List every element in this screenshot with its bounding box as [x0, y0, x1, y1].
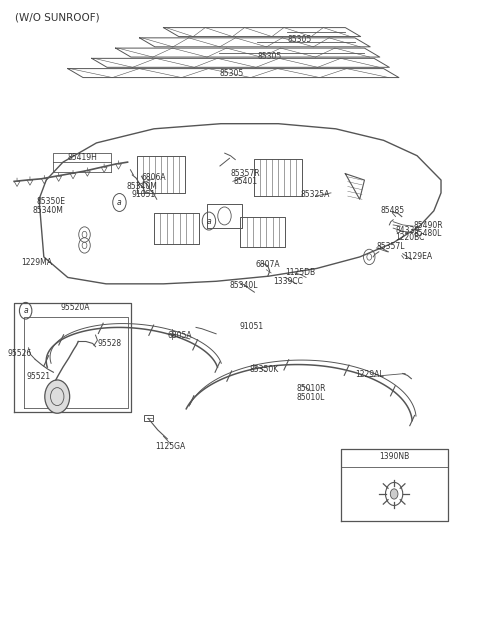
Text: 85305: 85305 [288, 35, 312, 44]
Text: 1339CC: 1339CC [273, 277, 303, 286]
Text: (W/O SUNROOF): (W/O SUNROOF) [15, 12, 100, 22]
Text: 85010L: 85010L [297, 393, 325, 402]
Text: 85340M: 85340M [32, 206, 63, 215]
Text: 1229AL: 1229AL [355, 370, 384, 379]
Text: 84339: 84339 [396, 225, 420, 234]
Text: 85401: 85401 [234, 177, 258, 186]
Text: 95528: 95528 [97, 339, 121, 348]
Text: 91051: 91051 [240, 322, 264, 331]
Text: 1125GA: 1125GA [156, 442, 186, 451]
Text: 91051: 91051 [132, 189, 156, 198]
Text: 85357R: 85357R [231, 169, 261, 178]
Text: 85357L: 85357L [376, 242, 405, 251]
Text: 85305: 85305 [219, 69, 244, 78]
Text: 6807A: 6807A [255, 260, 280, 269]
Circle shape [390, 489, 398, 499]
Text: 85480L: 85480L [413, 229, 442, 238]
Text: 95521: 95521 [26, 372, 50, 381]
Text: 6806A: 6806A [142, 173, 166, 182]
Circle shape [45, 380, 70, 413]
Text: 85485: 85485 [380, 206, 404, 215]
Text: a: a [24, 306, 28, 315]
Text: 95520A: 95520A [60, 303, 90, 312]
Text: 95526: 95526 [8, 349, 32, 358]
Text: 85350K: 85350K [249, 365, 278, 374]
Text: 6805A: 6805A [168, 331, 192, 340]
Text: 85419H: 85419H [67, 153, 97, 162]
Text: 85350E: 85350E [37, 197, 66, 206]
Text: 85340L: 85340L [229, 281, 258, 290]
Text: 85325A: 85325A [301, 189, 330, 198]
Text: 1220BC: 1220BC [396, 233, 425, 242]
Bar [144, 415, 153, 421]
Text: 1125DB: 1125DB [285, 268, 315, 277]
Text: 85010R: 85010R [296, 385, 325, 394]
Text: 85305: 85305 [258, 52, 282, 61]
Text: 1229MA: 1229MA [21, 257, 52, 266]
Text: a: a [206, 216, 211, 225]
Text: 85340M: 85340M [127, 182, 157, 191]
Text: a: a [117, 198, 122, 207]
Text: 1129EA: 1129EA [404, 252, 433, 261]
Text: 1390NB: 1390NB [379, 453, 409, 462]
Text: 85490R: 85490R [413, 221, 443, 230]
